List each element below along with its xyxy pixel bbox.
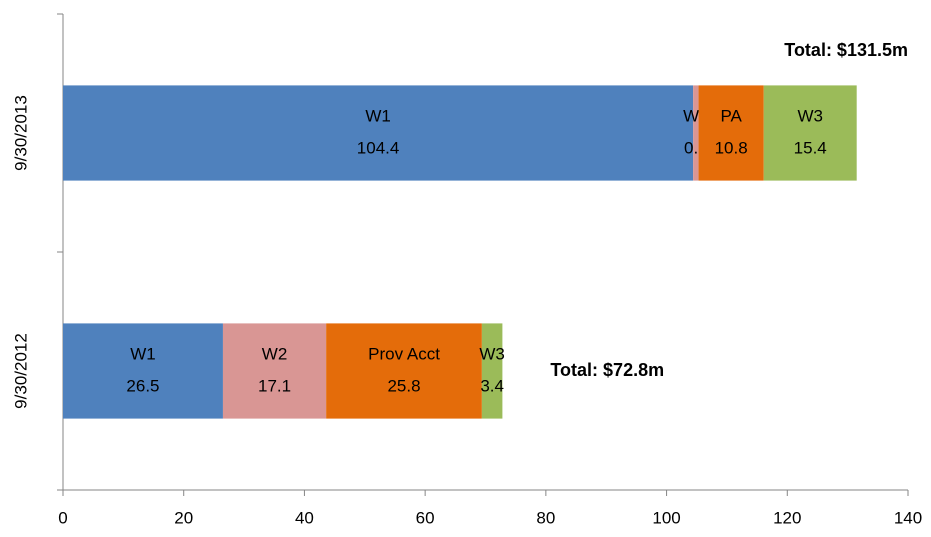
data-label: 10.8 bbox=[715, 138, 748, 157]
segment-name: W3 bbox=[797, 106, 823, 125]
total-annotation: Total: $131.5m bbox=[784, 40, 908, 60]
bar-segment bbox=[326, 323, 482, 419]
x-tick-label: 0 bbox=[58, 508, 67, 527]
data-label: 104.4 bbox=[357, 138, 400, 157]
data-label: 17.1 bbox=[258, 376, 291, 395]
segment-name: W1 bbox=[130, 344, 156, 363]
category-label: 9/30/2012 bbox=[11, 333, 30, 409]
total-annotation: Total: $72.8m bbox=[550, 360, 664, 380]
x-tick-label: 80 bbox=[536, 508, 555, 527]
bar-segment bbox=[481, 323, 503, 419]
category-label: 9/30/2013 bbox=[11, 95, 30, 171]
x-tick-label: 140 bbox=[894, 508, 922, 527]
bar-segment bbox=[693, 85, 699, 181]
segment-name: W3 bbox=[479, 344, 505, 363]
bar-segment bbox=[698, 85, 764, 181]
bar-segment bbox=[222, 323, 327, 419]
segment-name: Prov Acct bbox=[368, 344, 440, 363]
x-tick-label: 120 bbox=[773, 508, 801, 527]
x-tick-label: 100 bbox=[652, 508, 680, 527]
x-tick-label: 20 bbox=[174, 508, 193, 527]
segment-name: W1 bbox=[365, 106, 391, 125]
data-label: 26.5 bbox=[126, 376, 159, 395]
segment-name: W2 bbox=[262, 344, 288, 363]
bar-segment bbox=[63, 323, 223, 419]
bar-segment bbox=[63, 85, 694, 181]
data-label: 25.8 bbox=[387, 376, 420, 395]
data-label: 3.4 bbox=[480, 376, 504, 395]
x-tick-label: 60 bbox=[416, 508, 435, 527]
data-label: 15.4 bbox=[794, 138, 827, 157]
segment-name: PA bbox=[720, 106, 742, 125]
x-tick-label: 40 bbox=[295, 508, 314, 527]
bar-segment bbox=[763, 85, 857, 181]
